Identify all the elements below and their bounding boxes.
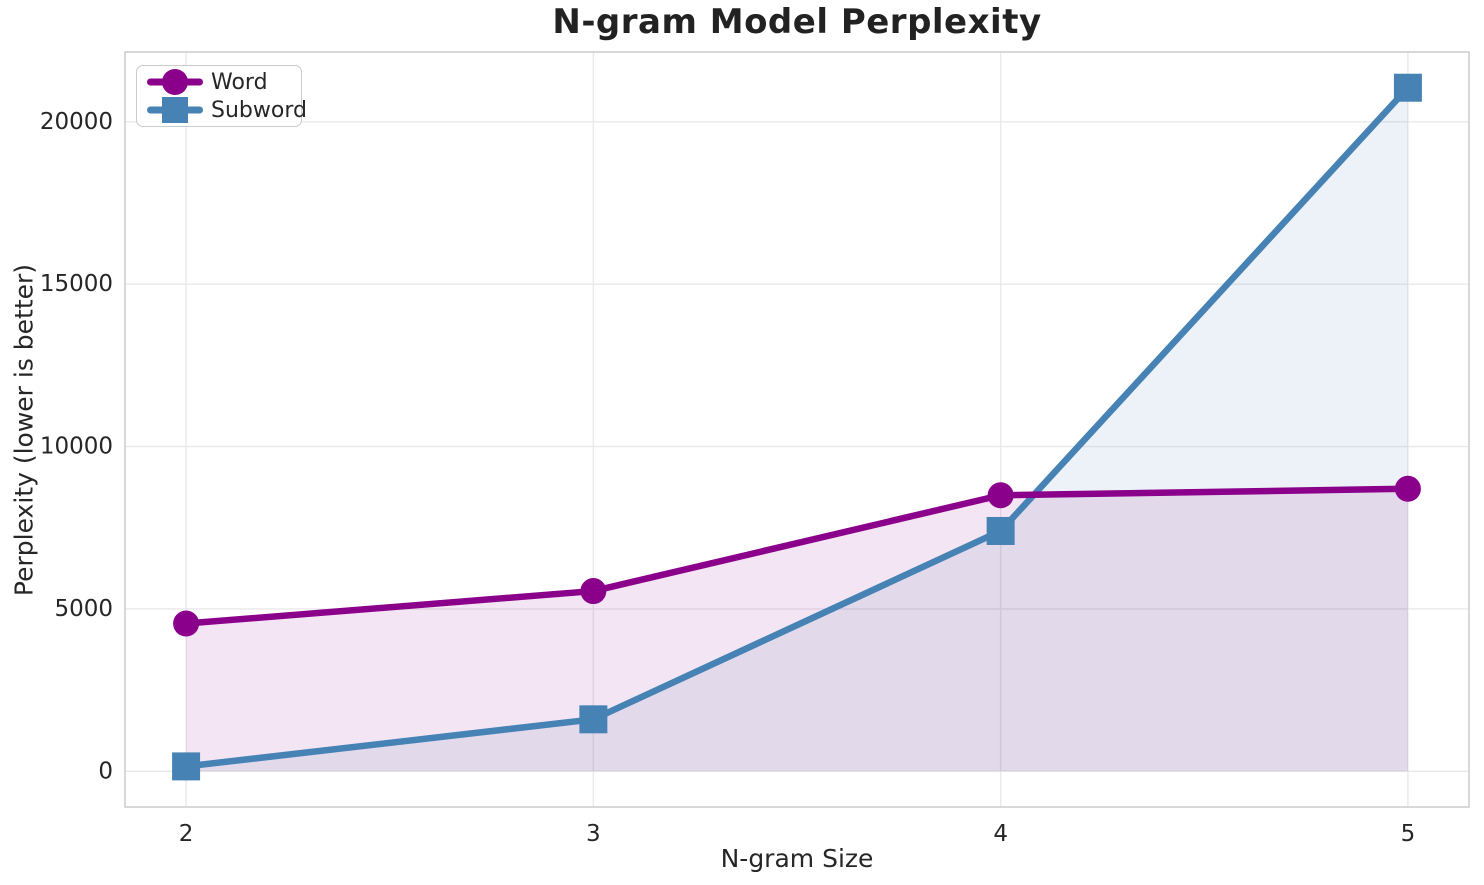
word-point-2	[173, 610, 200, 637]
y-tick-label-20000: 20000	[40, 109, 113, 135]
y-tick-label-5000: 5000	[54, 596, 113, 622]
subword-square-marker-icon	[162, 97, 188, 123]
word-point-4	[987, 482, 1014, 509]
legend-item-subword: Subword	[147, 96, 307, 124]
legend: Word Subword	[136, 65, 307, 127]
chart-title: N-gram Model Perplexity	[552, 2, 1042, 42]
legend-label-subword: Subword	[211, 97, 307, 123]
x-tick-label-3: 3	[586, 821, 601, 847]
y-tick-label-15000: 15000	[40, 271, 113, 297]
subword-point-5	[1393, 73, 1422, 102]
x-axis-label: N-gram Size	[720, 844, 874, 873]
subword-legend-swatch	[147, 96, 203, 124]
x-tick-label-2: 2	[179, 821, 194, 847]
subword-point-3	[579, 705, 608, 734]
y-axis-label: Perplexity (lower is better)	[9, 263, 39, 597]
y-tick-label-0: 0	[98, 758, 113, 784]
y-tick-label-10000: 10000	[40, 434, 113, 460]
subword-area-fill	[186, 87, 1408, 772]
legend-label-word: Word	[211, 69, 268, 95]
x-tick-label-4: 4	[993, 821, 1008, 847]
word-area-fill	[186, 488, 1408, 772]
word-legend-swatch	[147, 68, 203, 96]
word-point-3	[580, 578, 607, 605]
plot-border	[124, 51, 1470, 808]
word-circle-marker-icon	[162, 69, 188, 95]
subword-point-2	[172, 752, 201, 781]
x-tick-label-5: 5	[1401, 821, 1416, 847]
word-point-5	[1394, 475, 1421, 502]
subword-series-line	[182, 84, 1412, 770]
subword-point-4	[986, 516, 1015, 545]
word-series-line	[182, 485, 1412, 627]
legend-item-word: Word	[147, 68, 297, 96]
